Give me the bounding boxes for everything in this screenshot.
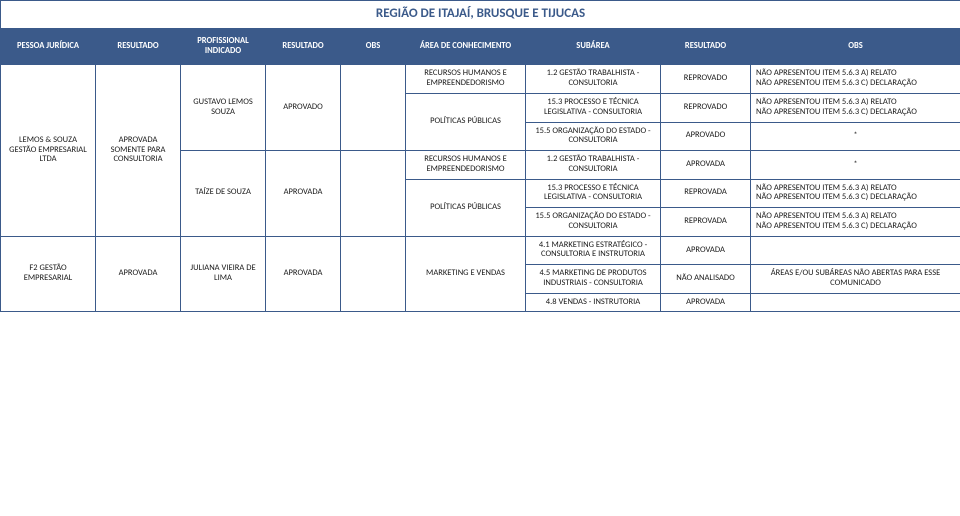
table-row: F2 GESTÃO EMPRESARIAL APROVADA JULIANA V… (1, 236, 960, 265)
page-title: REGIÃO DE ITAJAÍ, BRUSQUE E TIJUCAS (1, 1, 960, 29)
cell-resultado3: REPROVADA (661, 179, 751, 208)
cell-resultado: APROVADA (96, 236, 181, 312)
cell-resultado3: APROVADA (661, 236, 751, 265)
cell-profissional: GUSTAVO LEMOS SOUZA (181, 65, 266, 151)
col-header: RESULTADO (266, 28, 341, 65)
cell-profissional: TAÍZE DE SOUZA (181, 151, 266, 237)
cell-subarea: 15.3 PROCESSO E TÉCNICA LEGISLATIVA - CO… (526, 94, 661, 123)
cell-subarea: 4.1 MARKETING ESTRATÉGICO - CONSULTORIA … (526, 236, 661, 265)
cell-subarea: 1.2 GESTÃO TRABALHISTA - CONSULTORIA (526, 151, 661, 180)
cell-obs2 (751, 236, 960, 265)
cell-subarea: 15.5 ORGANIZAÇÃO DO ESTADO - CONSULTORIA (526, 122, 661, 151)
cell-area: RECURSOS HUMANOS E EMPREENDEDORISMO (406, 151, 526, 180)
title-row: REGIÃO DE ITAJAÍ, BRUSQUE E TIJUCAS (1, 1, 960, 29)
cell-obs2: NÃO APRESENTOU ITEM 5.6.3 A) RELATONÃO A… (751, 94, 960, 123)
cell-obs2: NÃO APRESENTOU ITEM 5.6.3 A) RELATONÃO A… (751, 179, 960, 208)
col-header: OBS (341, 28, 406, 65)
cell-subarea: 4.8 VENDAS - INSTRUTORIA (526, 293, 661, 312)
cell-area: POLÍTICAS PÚBLICAS (406, 179, 526, 236)
cell-obs2: * (751, 122, 960, 151)
col-header: RESULTADO (96, 28, 181, 65)
cell-resultado2: APROVADA (266, 151, 341, 237)
header-row: PESSOA JURÍDICA RESULTADO PROFISSIONAL I… (1, 28, 960, 65)
cell-obs2: NÃO APRESENTOU ITEM 5.6.3 A) RELATONÃO A… (751, 208, 960, 237)
cell-resultado3: APROVADA (661, 293, 751, 312)
table-row: LEMOS & SOUZA GESTÃO EMPRESARIAL LTDA AP… (1, 65, 960, 94)
cell-resultado3: APROVADA (661, 151, 751, 180)
col-header: RESULTADO (661, 28, 751, 65)
cell-area: MARKETING E VENDAS (406, 236, 526, 312)
cell-resultado: APROVADA SOMENTE PARA CONSULTORIA (96, 65, 181, 236)
cell-obs2: ÁREAS E/OU SUBÁREAS NÃO ABERTAS PARA ESS… (751, 265, 960, 294)
cell-pessoa: LEMOS & SOUZA GESTÃO EMPRESARIAL LTDA (1, 65, 96, 236)
cell-subarea: 1.2 GESTÃO TRABALHISTA - CONSULTORIA (526, 65, 661, 94)
col-header: ÁREA DE CONHECIMENTO (406, 28, 526, 65)
cell-pessoa: F2 GESTÃO EMPRESARIAL (1, 236, 96, 312)
cell-subarea: 15.5 ORGANIZAÇÃO DO ESTADO - CONSULTORIA (526, 208, 661, 237)
col-header: PROFISSIONAL INDICADO (181, 28, 266, 65)
cell-obs1 (341, 65, 406, 151)
cell-subarea: 4.5 MARKETING DE PRODUTOS INDUSTRIAIS - … (526, 265, 661, 294)
cell-resultado3: REPROVADO (661, 65, 751, 94)
cell-obs1 (341, 151, 406, 237)
cell-resultado3: REPROVADA (661, 208, 751, 237)
cell-resultado2: APROVADA (266, 236, 341, 312)
cell-subarea: 15.3 PROCESSO E TÉCNICA LEGISLATIVA - CO… (526, 179, 661, 208)
cell-resultado3: APROVADO (661, 122, 751, 151)
col-header: PESSOA JURÍDICA (1, 28, 96, 65)
cell-obs1 (341, 236, 406, 312)
cell-profissional: JULIANA VIEIRA DE LIMA (181, 236, 266, 312)
cell-resultado3: REPROVADO (661, 94, 751, 123)
cell-resultado2: APROVADO (266, 65, 341, 151)
cell-area: POLÍTICAS PÚBLICAS (406, 94, 526, 151)
cell-obs2: NÃO APRESENTOU ITEM 5.6.3 A) RELATONÃO A… (751, 65, 960, 94)
data-table: REGIÃO DE ITAJAÍ, BRUSQUE E TIJUCAS PESS… (0, 0, 960, 312)
col-header: SUBÁREA (526, 28, 661, 65)
col-header: OBS (751, 28, 960, 65)
cell-obs2: * (751, 151, 960, 180)
cell-obs2 (751, 293, 960, 312)
cell-resultado3: NÃO ANALISADO (661, 265, 751, 294)
cell-area: RECURSOS HUMANOS E EMPREENDEDORISMO (406, 65, 526, 94)
